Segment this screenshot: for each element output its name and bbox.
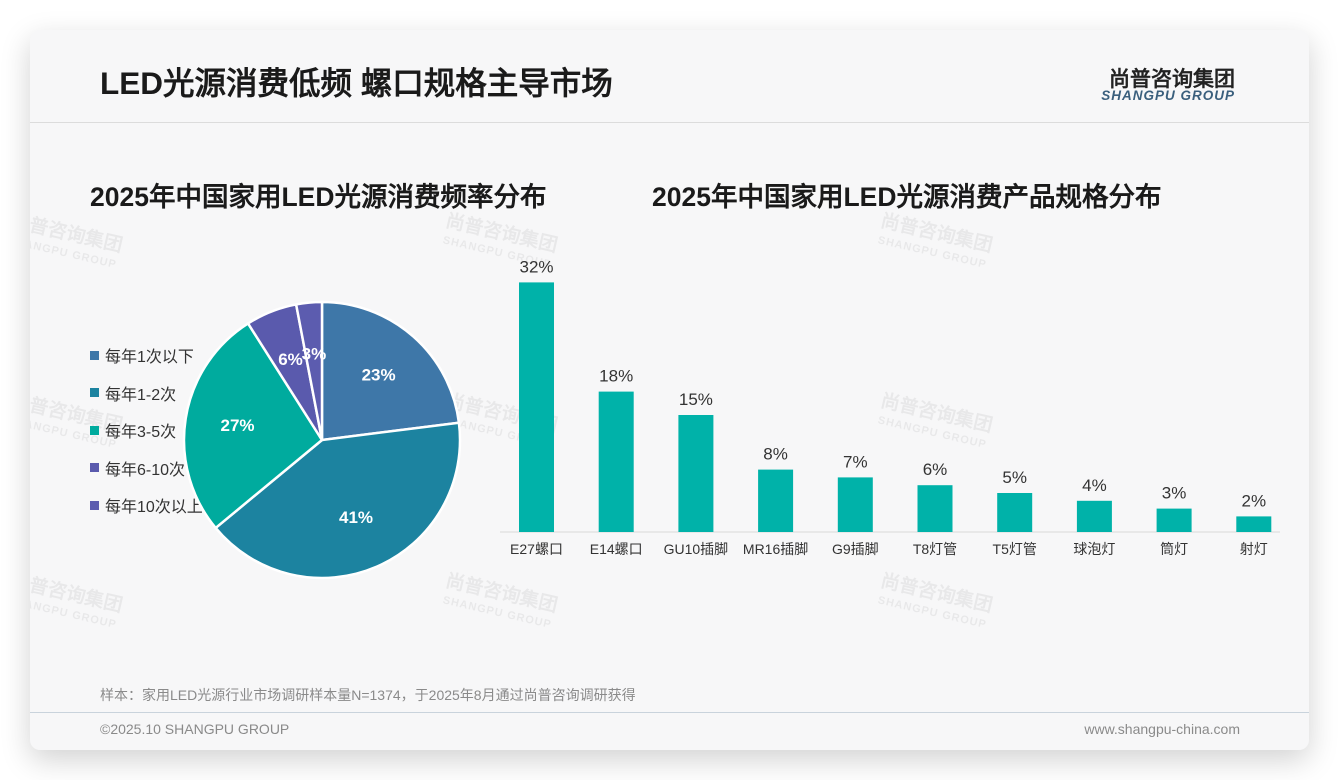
svg-text:T5灯管: T5灯管 xyxy=(993,541,1037,557)
svg-text:E14螺口: E14螺口 xyxy=(590,541,643,557)
svg-text:筒灯: 筒灯 xyxy=(1160,541,1188,557)
svg-text:GU10插脚: GU10插脚 xyxy=(664,541,729,557)
svg-text:4%: 4% xyxy=(1082,476,1107,495)
svg-text:5%: 5% xyxy=(1002,468,1027,487)
svg-text:E27螺口: E27螺口 xyxy=(510,541,563,557)
svg-text:T8灯管: T8灯管 xyxy=(913,541,957,557)
svg-text:G9插脚: G9插脚 xyxy=(832,541,879,557)
svg-text:2%: 2% xyxy=(1242,491,1267,510)
svg-text:射灯: 射灯 xyxy=(1240,541,1268,557)
svg-text:7%: 7% xyxy=(843,452,868,471)
svg-text:18%: 18% xyxy=(599,367,633,386)
svg-text:MR16插脚: MR16插脚 xyxy=(743,541,808,557)
svg-text:球泡灯: 球泡灯 xyxy=(1073,541,1115,557)
svg-text:15%: 15% xyxy=(679,390,713,409)
svg-text:32%: 32% xyxy=(519,257,553,276)
svg-text:6%: 6% xyxy=(923,460,948,479)
svg-text:8%: 8% xyxy=(763,445,788,464)
svg-text:3%: 3% xyxy=(1162,484,1187,503)
